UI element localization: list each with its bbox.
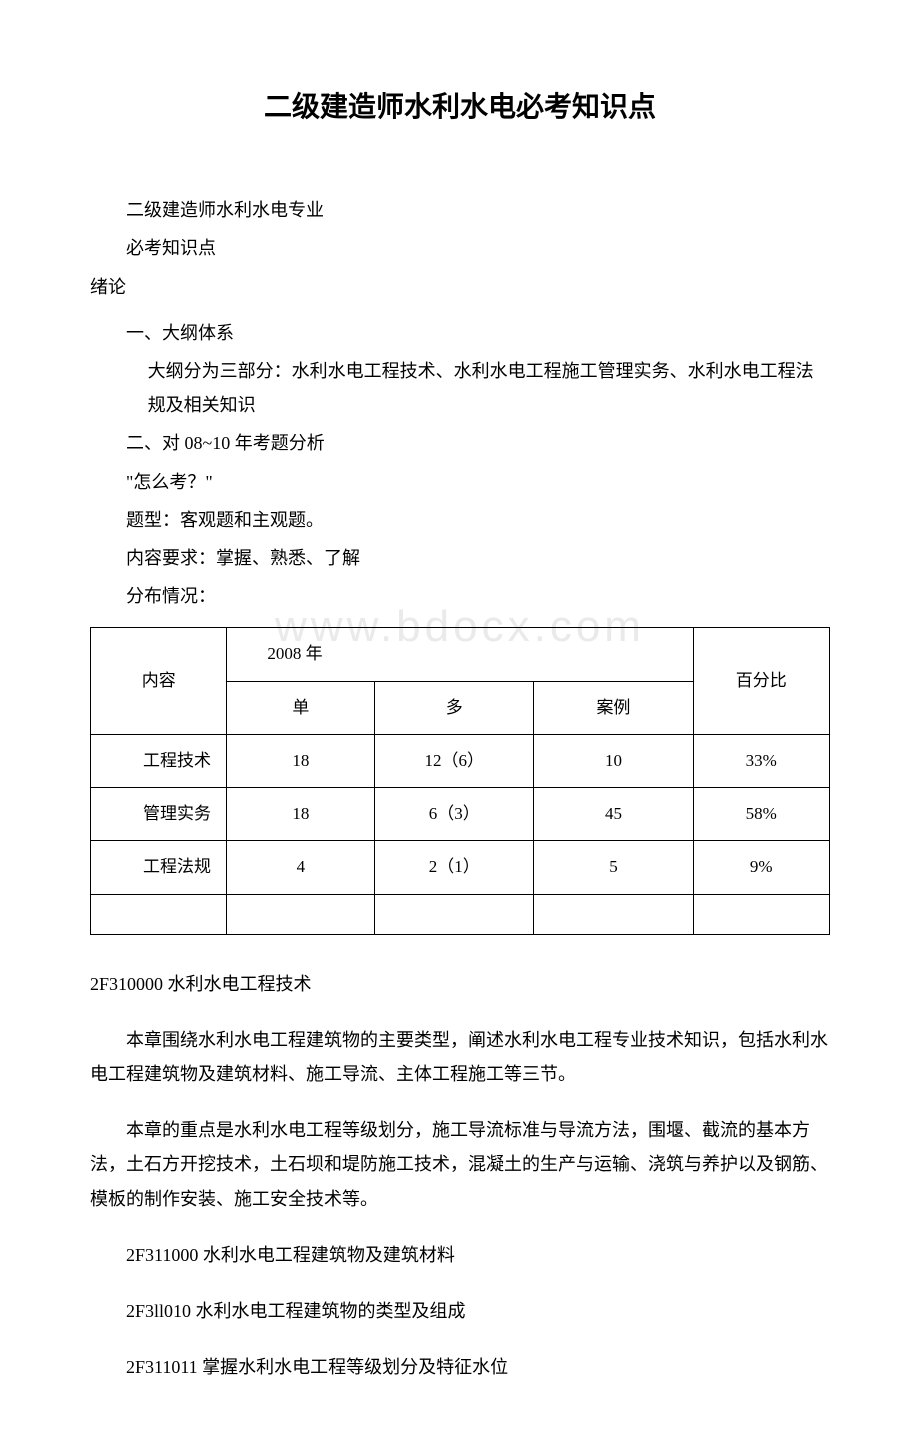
- intro-line-2: 必考知识点: [90, 231, 830, 265]
- table-row: 工程技术 18 12（6） 10 33%: [91, 734, 830, 787]
- section-1-body: 大纲分为三部分：水利水电工程技术、水利水电工程施工管理实务、水利水电工程法规及相…: [90, 354, 830, 422]
- document-content: 二级建造师水利水电必考知识点 二级建造师水利水电专业 必考知识点 绪论 一、大纲…: [90, 80, 830, 1384]
- th-pct: 百分比: [693, 628, 829, 735]
- table-row: 管理实务 18 6（3） 45 58%: [91, 788, 830, 841]
- th-multi: 多: [375, 681, 534, 734]
- cell-case: 10: [534, 734, 693, 787]
- cell-pct: 9%: [693, 841, 829, 894]
- distribution-table: 内容 2008 年 百分比 单 多 案例 工程技术 18 12（6） 10 33…: [90, 627, 830, 934]
- th-case: 案例: [534, 681, 693, 734]
- cell-name: 工程技术: [91, 734, 227, 787]
- th-content: 内容: [91, 628, 227, 735]
- cell-name: 工程法规: [91, 841, 227, 894]
- cell-case: 5: [534, 841, 693, 894]
- section-2-type: 题型：客观题和主观题。: [90, 503, 830, 537]
- cell-single: 4: [227, 841, 375, 894]
- heading-2f3ll010: 2F3ll010 水利水电工程建筑物的类型及组成: [90, 1294, 830, 1328]
- cell-case: 45: [534, 788, 693, 841]
- cell-multi: 6（3）: [375, 788, 534, 841]
- table-row: 工程法规 4 2（1） 5 9%: [91, 841, 830, 894]
- cell-multi: 2（1）: [375, 841, 534, 894]
- page-title: 二级建造师水利水电必考知识点: [90, 80, 830, 133]
- cell-single: 18: [227, 788, 375, 841]
- cell-multi: 12（6）: [375, 734, 534, 787]
- th-single: 单: [227, 681, 375, 734]
- cell-pct: 33%: [693, 734, 829, 787]
- cell-name: 管理实务: [91, 788, 227, 841]
- heading-2f311000: 2F311000 水利水电工程建筑物及建筑材料: [90, 1238, 830, 1272]
- heading-2f310000: 2F310000 水利水电工程技术: [90, 967, 830, 1001]
- section-2-heading: 二、对 08~10 年考题分析: [90, 426, 830, 460]
- table-empty-row: [91, 894, 830, 934]
- section-2-question: "怎么考？": [90, 465, 830, 499]
- intro-line-1: 二级建造师水利水电专业: [90, 193, 830, 227]
- paragraph-1: 本章围绕水利水电工程建筑物的主要类型，阐述水利水电工程专业技术知识，包括水利水电…: [90, 1023, 830, 1091]
- heading-2f311011: 2F311011 掌握水利水电工程等级划分及特征水位: [90, 1350, 830, 1384]
- intro-line-3: 绪论: [90, 270, 830, 304]
- cell-pct: 58%: [693, 788, 829, 841]
- section-1-heading: 一、大纲体系: [90, 316, 830, 350]
- paragraph-2: 本章的重点是水利水电工程等级划分，施工导流标准与导流方法，围堰、截流的基本方法，…: [90, 1113, 830, 1216]
- section-2-dist: 分布情况：: [90, 579, 830, 613]
- section-2-req: 内容要求：掌握、熟悉、了解: [90, 541, 830, 575]
- cell-single: 18: [227, 734, 375, 787]
- th-year: 2008 年: [227, 628, 693, 681]
- table-header-row-1: 内容 2008 年 百分比: [91, 628, 830, 681]
